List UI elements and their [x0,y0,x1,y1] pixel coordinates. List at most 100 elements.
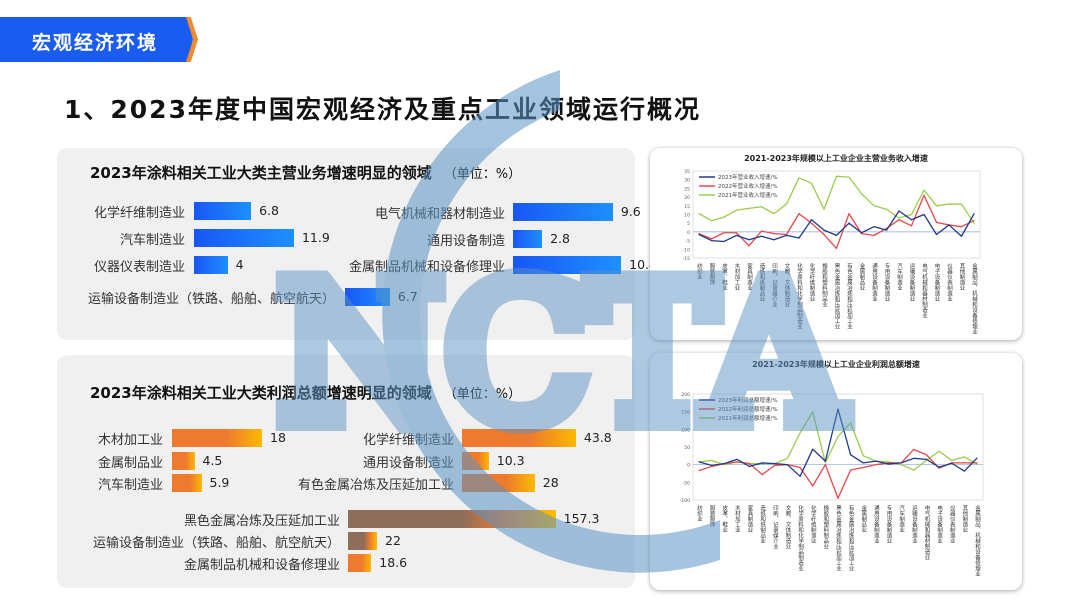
data-point [774,464,776,466]
data-point [835,234,838,236]
data-point [862,455,864,457]
data-point [760,230,763,232]
data-point [810,222,813,224]
profit-panel-title: 2023年涂料相关工业大类利润总额增速明显的领域 （单位：%） [90,382,521,403]
data-point [963,462,965,464]
data-point [923,194,925,196]
data-point [785,203,788,205]
data-point [824,460,826,462]
data-point [973,219,975,222]
data-point [723,216,725,218]
data-point [910,219,913,221]
x-tick-label: 金属制品、机械和设备修理业 [974,504,981,577]
data-point [698,461,700,463]
data-point [736,461,738,463]
bar-label: 通用设备制造业 [362,456,454,471]
data-point [812,411,814,413]
x-tick-label: 专用设备制造业 [886,504,893,544]
bar [194,202,252,220]
x-tick-label: 化学纤维制造业 [810,504,817,544]
data-point [810,219,813,221]
data-point [823,229,825,231]
data-point [786,457,789,459]
x-tick-label: 造纸和纸制品业 [759,504,766,544]
data-point [923,213,925,216]
bar-label: 黑色金属冶炼及压延加工业 [183,514,340,529]
bar [172,429,262,447]
data-point [711,459,713,462]
x-tick-label: 文教、文体制造业 [784,262,791,308]
y-tick-label: -50 [683,480,690,486]
data-point [887,462,890,464]
data-point [913,448,915,451]
x-tick-label: 服装服饰 [709,505,716,528]
bar [345,288,390,306]
data-point [860,193,863,195]
y-tick-label: 35 [684,169,690,175]
data-point [960,235,963,237]
x-tick-label: 金属制品、机械和设备修理业 [971,262,978,335]
data-point [799,475,801,477]
x-tick-label: 黑色金属冶炼和压延加工业 [834,263,841,330]
legend-label: 2023年利润总额增速/% [718,396,778,404]
x-tick-label: 文教、文体制造业 [784,504,791,549]
data-point [963,456,965,458]
profit-unit: （单位：%） [443,387,522,402]
data-point [698,470,700,472]
x-tick-label: 通用设备制造业 [873,504,880,544]
x-tick-label: 印刷、记录媒介业 [771,263,778,308]
data-point [735,232,738,234]
bar [462,429,576,447]
x-tick-label: 印刷、记录媒介业 [772,505,779,549]
data-point [963,470,965,472]
y-tick-label: 0 [687,463,690,469]
data-point [710,240,713,242]
y-tick-label: 10 [684,213,690,219]
data-point [698,213,700,215]
data-point [887,461,890,463]
data-point [848,176,850,178]
bar [513,230,543,248]
x-tick-label: 化学纤维制造业 [809,262,816,302]
x-tick-label: 运输设备制造业 [909,262,916,302]
series-line-1 [698,194,975,250]
bar-value: 18 [270,430,286,445]
profit-growth-chart: 2021-2023年规模以上工业企业利润总额增速 -100 -50 0 50 100 150… [680,359,984,577]
data-point [748,465,751,468]
bar-label: 金属制品机械和设备修理业 [348,260,505,275]
data-point [710,238,713,240]
bar-value: 4 [235,257,244,272]
bar-label: 汽车制造业 [119,233,185,248]
data-point [837,408,839,410]
data-point [951,459,953,462]
x-tick-label: 橡胶和塑料制品业 [821,262,828,308]
x-tick-label: 皮革、鞋业 [721,262,728,291]
bar-label: 电气机械和器材制造业 [374,207,505,222]
data-point [923,189,925,191]
data-point [887,463,890,465]
x-tick-label: 木材加工业 [734,504,741,533]
x-tick-label: 汽车制造业 [898,504,905,533]
data-point [850,422,852,424]
bar [348,532,378,550]
data-point [823,208,825,210]
y-tick-label: -100 [680,498,690,504]
bar [348,510,556,528]
revenue-unit: （单位：%） [443,167,522,182]
x-tick-label: 纺织业 [696,504,703,522]
x-tick-label: 运输设备制造业 [911,504,918,544]
x-tick-label: 纺织业 [696,262,703,280]
y-tick-label: 50 [684,445,690,451]
data-point [976,463,978,465]
data-point [900,464,902,466]
bar-value: 5.9 [209,475,230,490]
bar-value: 11.9 [301,230,330,245]
profit-title-text: 2023年涂料相关工业大类利润总额增速明显的领域 [90,384,432,402]
data-point [875,460,877,462]
data-point [973,222,975,224]
data-point [812,448,814,450]
data-point [799,466,801,469]
data-point [760,235,763,237]
legend-label: 2022年利润总额增速/% [718,405,778,413]
data-point [748,463,751,465]
